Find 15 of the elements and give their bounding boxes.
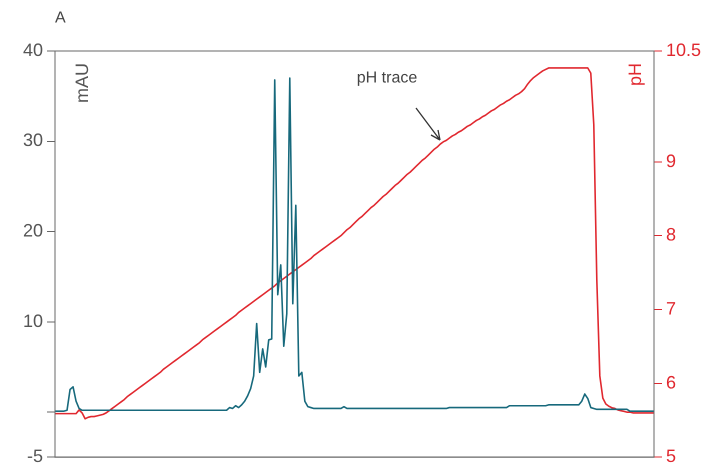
y2-tick-label: 6 xyxy=(666,372,676,392)
y2-tick-label: 7 xyxy=(666,298,676,318)
y2-tick-label: 5 xyxy=(666,446,676,466)
y-axis-title: mAU xyxy=(72,63,92,103)
y-tick-label: -5 xyxy=(26,446,43,466)
y-tick-label: 10 xyxy=(22,310,43,331)
text: A xyxy=(55,9,66,26)
y-tick-label: 30 xyxy=(22,130,43,150)
y2-axis-title: pH xyxy=(624,63,645,86)
y-tick-label: 20 xyxy=(22,220,43,240)
y2-tick-label: 10.5 xyxy=(666,40,702,60)
y2-tick-label: 9 xyxy=(666,150,676,171)
y-tick-label: 40 xyxy=(22,40,43,60)
y2-tick-label: 8 xyxy=(666,224,676,245)
text: pH trace xyxy=(356,69,418,86)
